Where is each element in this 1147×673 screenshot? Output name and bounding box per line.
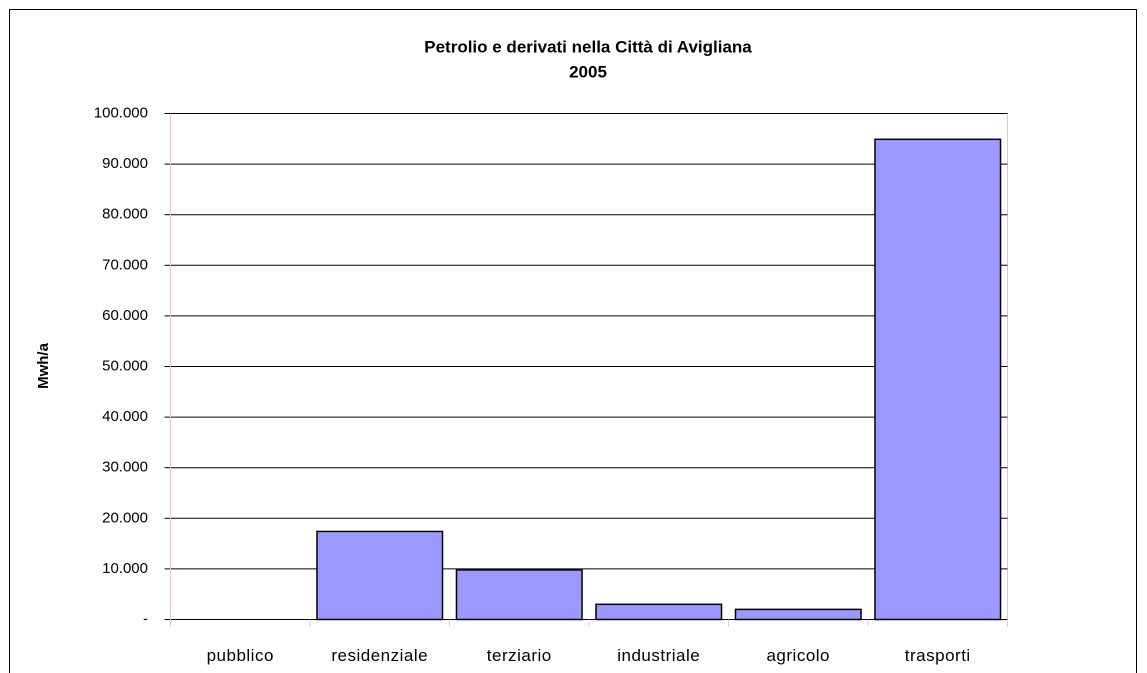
chart-subtitle: 2005: [569, 62, 607, 81]
x-tick-label: residenziale: [331, 646, 428, 665]
bar: [595, 603, 723, 621]
x-tick-label: terziario: [487, 646, 552, 665]
y-tick-label: 50.000: [102, 357, 148, 374]
y-tick-label: 60.000: [102, 307, 148, 324]
x-tick-label: pubblico: [207, 646, 274, 665]
y-tick-label: 30.000: [102, 459, 148, 476]
chart-title: Petrolio e derivati nella Città di Avigl…: [424, 37, 752, 56]
y-tick-label: 80.000: [102, 206, 148, 223]
bar: [874, 138, 1002, 621]
x-tick-label: agricolo: [766, 646, 830, 665]
bar: [455, 569, 583, 621]
bar: [734, 608, 862, 621]
y-axis-label: Mwh/a: [35, 342, 52, 388]
y-tick-label: 90.000: [102, 155, 148, 172]
y-tick-label: 10.000: [102, 560, 148, 577]
y-tick-label: -: [143, 610, 148, 627]
y-tick-label: 40.000: [102, 408, 148, 425]
x-tick-label: industriale: [617, 646, 700, 665]
y-tick-label: 70.000: [102, 256, 148, 273]
y-tick-label: 100.000: [94, 104, 148, 121]
bar: [316, 530, 444, 621]
y-tick-label: 20.000: [102, 509, 148, 526]
x-tick-label: trasporti: [905, 646, 971, 665]
